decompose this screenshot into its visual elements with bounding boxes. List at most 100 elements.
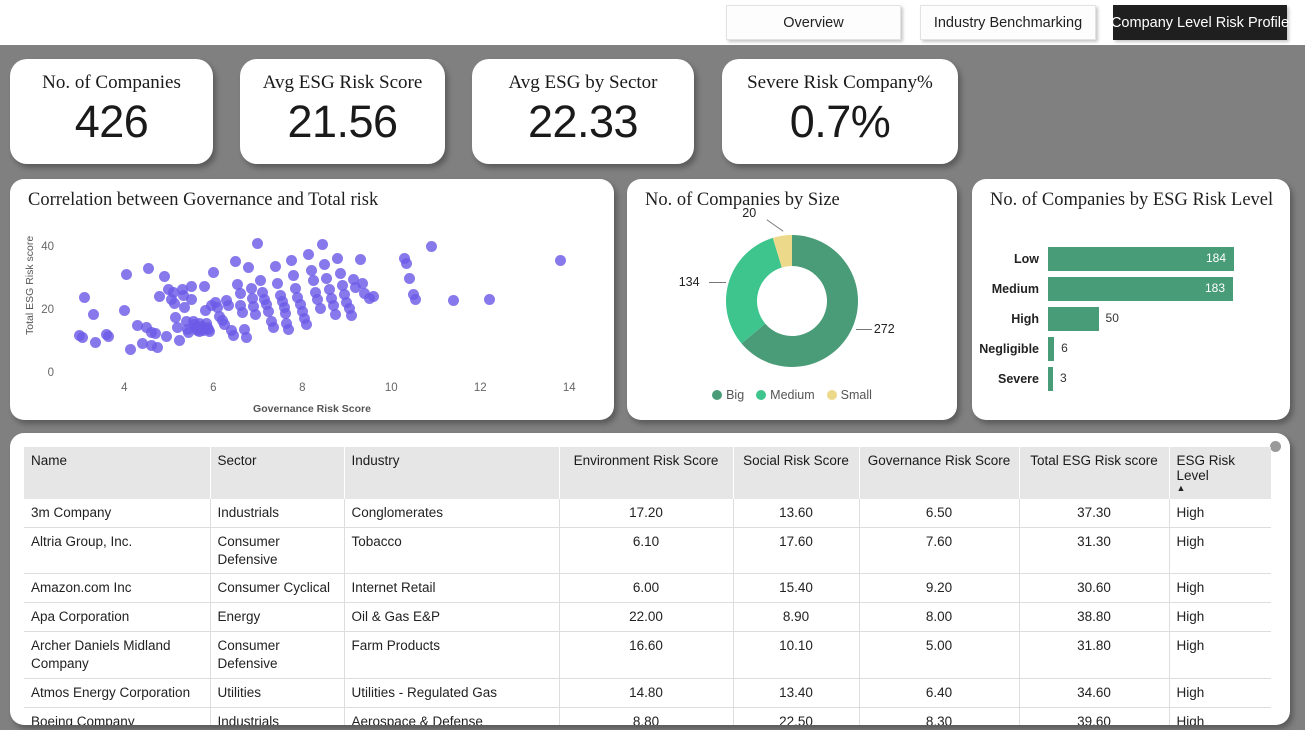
scatter-point[interactable] [181,315,193,327]
table-row[interactable]: 3m Company Industrials Conglomerates 17.20 1… [24,499,1271,528]
scatter-point[interactable] [136,338,148,350]
scatter-point[interactable] [236,307,248,319]
scatter-point[interactable] [303,248,315,260]
scatter-point[interactable] [161,331,173,343]
scatter-point[interactable] [247,300,259,312]
scatter-point[interactable] [274,289,286,301]
scatter-point[interactable] [267,321,279,333]
scatter-point[interactable] [283,323,295,335]
table-row[interactable]: Altria Group, Inc. Consumer Defensive Toba… [24,527,1271,575]
bar-row[interactable]: Medium 183 [972,277,1290,301]
scatter-point[interactable] [207,266,219,278]
table-header-cell[interactable]: Sector [210,447,345,499]
scatter-point[interactable] [343,302,355,314]
scatter-point[interactable] [368,290,379,302]
scatter-point[interactable] [312,294,324,306]
table-header-cell[interactable]: Total ESG Risk score [1019,447,1170,499]
table-row[interactable]: Amazon.com Inc Consumer Cyclical Internet … [24,573,1271,604]
kpi-card-severe-risk-company-pct[interactable]: Severe Risk Company% 0.7% [722,59,958,164]
scatter-point[interactable] [321,273,333,285]
scatter-point[interactable] [146,340,158,352]
kpi-card-avg-esg-by-sector[interactable]: Avg ESG by Sector 22.33 [472,59,694,164]
table-header-cell[interactable]: Name [24,447,211,499]
scatter-point[interactable] [183,326,195,338]
scatter-point[interactable] [125,343,137,355]
bar-fill[interactable] [1048,307,1099,331]
scatter-point[interactable] [330,309,342,321]
scatter-point[interactable] [241,331,253,343]
scatter-point[interactable] [121,268,133,280]
scatter-point[interactable] [276,295,288,307]
table-row[interactable]: Boeing Company Industrials Aerospace & Def… [24,707,1271,725]
scatter-point[interactable] [307,275,319,287]
scatter-point[interactable] [350,282,362,294]
scatter-point[interactable] [212,301,224,313]
scatter-point[interactable] [279,308,291,320]
scatter-point[interactable] [403,272,415,284]
scatter-point[interactable] [218,319,230,330]
scatter-point[interactable] [132,320,144,332]
scatter-point[interactable] [254,274,266,286]
scatter-point[interactable] [256,287,268,299]
scatter-point[interactable] [198,280,210,292]
bar-fill[interactable] [1048,367,1053,391]
bar-row[interactable]: Low 184 [972,247,1290,271]
table-header-cell[interactable]: ESG Risk Level ▲ [1169,447,1271,499]
scatter-point[interactable] [483,293,495,305]
donut-legend[interactable]: Big Medium Small [627,388,957,402]
scatter-point[interactable] [89,336,101,348]
scatter-point[interactable] [235,299,247,311]
scatter-point[interactable] [230,255,242,267]
table-header-cell[interactable]: Social Risk Score [733,447,860,499]
scatter-point[interactable] [287,270,299,282]
scatter-point[interactable] [341,296,353,308]
scatter-point[interactable] [238,324,250,336]
scatter-point[interactable] [199,304,211,316]
scatter-point[interactable] [232,278,244,290]
scatter-point[interactable] [227,329,239,341]
scatter-point[interactable] [410,293,422,305]
tab-overview[interactable]: Overview [726,5,901,40]
scatter-point[interactable] [149,328,161,340]
scatter-point[interactable] [243,262,255,274]
scatter-point[interactable] [334,268,346,280]
scatter-point[interactable] [327,300,339,312]
donut-legend-item-medium[interactable]: Medium [756,388,815,402]
table-row[interactable]: Atmos Energy Corporation Utilities Utiliti… [24,678,1271,708]
bar-row[interactable]: High 50 [972,307,1290,331]
scatter-point[interactable] [168,297,180,309]
scatter-point[interactable] [174,335,186,347]
scatter-point[interactable] [294,298,306,310]
bar-chart-card[interactable]: No. of Companies by ESG Risk Level Low 18… [972,179,1290,420]
scatter-point[interactable] [305,265,317,277]
tab-company-level-risk-profile[interactable]: Company Level Risk Profile [1111,5,1289,40]
scatter-point[interactable] [152,342,164,354]
bar-fill[interactable] [1048,247,1234,271]
scatter-point[interactable] [177,289,189,301]
donut-legend-item-small[interactable]: Small [826,388,872,402]
scatter-point[interactable] [172,322,184,334]
bar-row[interactable]: Negligible 6 [972,337,1290,361]
scatter-point[interactable] [167,286,179,298]
scatter-point[interactable] [78,291,90,303]
donut-chart-card[interactable]: No. of Companies by Size 272 134 20 Big Med… [627,179,957,420]
scatter-point[interactable] [250,309,262,321]
scatter-point[interactable] [186,293,198,305]
scatter-point[interactable] [261,298,273,310]
donut-legend-item-big[interactable]: Big [712,388,744,402]
scatter-point[interactable] [76,331,88,343]
scatter-point[interactable] [272,277,284,289]
scatter-point[interactable] [325,292,337,304]
scatter-point[interactable] [359,288,371,300]
scatter-point[interactable] [185,281,197,293]
scatter-point[interactable] [204,325,216,337]
table-header-cell[interactable]: Industry [344,447,560,499]
scatter-chart-card[interactable]: Correlation between Governance and Total… [10,179,614,420]
scatter-point[interactable] [158,271,170,283]
scatter-point[interactable] [401,258,413,270]
scatter-point[interactable] [252,238,264,250]
scatter-point[interactable] [245,282,257,294]
scatter-point[interactable] [323,284,335,296]
scatter-point[interactable] [263,306,275,318]
scatter-point[interactable] [143,263,155,275]
